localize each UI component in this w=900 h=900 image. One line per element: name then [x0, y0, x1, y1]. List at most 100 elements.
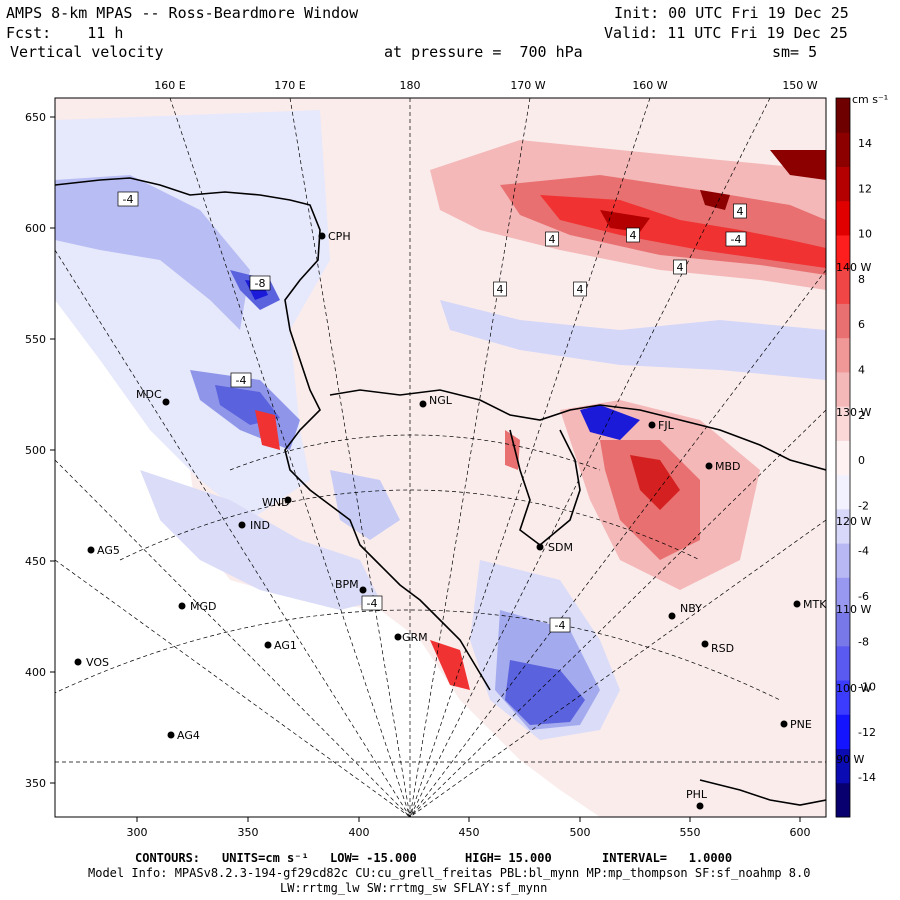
- longitude-labels-top: 160 E 170 E 180 170 W 160 W 150 W: [154, 79, 818, 92]
- colorbar-label: 8: [858, 273, 865, 286]
- colorbar-units: cm s⁻¹: [852, 93, 888, 106]
- contour-labels: -4 -4 4 4 4 4 -4 -8 -4 -4 4 4: [117, 191, 747, 633]
- longitude-label: 150 W: [782, 79, 817, 92]
- colorbar-segment: [836, 680, 850, 715]
- station-label: NGL: [429, 394, 453, 407]
- colorbar-segment: [836, 132, 850, 167]
- colorbar-segment: [836, 234, 850, 270]
- x-tick-label: 450: [459, 826, 480, 839]
- colorbar-label: 12: [858, 182, 872, 195]
- colorbar-segment: [836, 200, 850, 236]
- colorbar-label: 0: [858, 454, 865, 467]
- y-tick-label: 650: [25, 111, 46, 124]
- colorbar-segment: [836, 98, 850, 133]
- colorbar-segment: [836, 371, 850, 407]
- x-axis: 300 350 400 450 500 550 600: [127, 817, 811, 839]
- station-label: AG1: [274, 639, 297, 652]
- contour-label: -4: [123, 193, 134, 206]
- station-marker: [394, 633, 402, 641]
- colorbar-segment: [836, 303, 850, 339]
- longitude-label: 100 W: [836, 682, 871, 695]
- station-marker: [536, 543, 544, 551]
- forecast-hour: Fcst: 11 h: [6, 24, 124, 42]
- contours-high: HIGH= 15.000: [465, 851, 552, 865]
- y-tick-label: 500: [25, 444, 46, 457]
- y-tick-label: 400: [25, 666, 46, 679]
- longitude-label: 170 W: [510, 79, 545, 92]
- contours-units: UNITS=cm s⁻¹: [222, 851, 309, 865]
- colorbar-segment: [836, 543, 850, 578]
- longitude-label: 130 W: [836, 406, 871, 419]
- station-marker: [264, 641, 272, 649]
- station-label: MTK: [803, 598, 827, 611]
- x-tick-label: 350: [238, 826, 259, 839]
- station-label: AG5: [97, 544, 120, 557]
- x-tick-label: 300: [127, 826, 148, 839]
- station-label: VOS: [86, 656, 109, 669]
- station-marker: [167, 731, 175, 739]
- colorbar-label: 10: [858, 228, 872, 241]
- longitude-label: 110 W: [836, 603, 871, 616]
- colorbar-label: -6: [858, 590, 869, 603]
- smoothing: sm= 5: [772, 43, 818, 61]
- station-label: SDM: [548, 541, 573, 554]
- physics-info: LW:rrtmg_lw SW:rrtmg_sw SFLAY:sf_mynn: [280, 881, 548, 895]
- colorbar-segment: [836, 782, 850, 818]
- x-tick-label: 500: [570, 826, 591, 839]
- longitude-label: 170 E: [274, 79, 305, 92]
- station-label: NBY: [680, 602, 702, 615]
- stations: CPH MDC NGL WND IND AG5 SDM MGD AG1 VOS AG4 BPM GRM M…: [74, 230, 827, 810]
- vertical-velocity-field: [55, 98, 826, 817]
- longitude-label: 140 W: [836, 261, 871, 274]
- contour-label: 4: [677, 261, 684, 274]
- station-marker: [668, 612, 676, 620]
- station-marker: [87, 546, 95, 554]
- contour-label: 4: [497, 283, 504, 296]
- station-label: MGD: [190, 600, 217, 613]
- station-label: BPM: [335, 578, 359, 591]
- pressure-level: at pressure = 700 hPa: [384, 43, 583, 61]
- init-time: Init: 00 UTC Fri 19 Dec 25: [614, 4, 849, 22]
- coastline: [55, 177, 826, 806]
- station-marker: [648, 421, 656, 429]
- station-marker: [793, 600, 801, 608]
- station-marker: [359, 586, 367, 594]
- contour-label: -8: [255, 277, 266, 290]
- colorbar-segment: [836, 440, 850, 476]
- colorbar-label: -14: [858, 771, 876, 784]
- colorbar-label: -10: [858, 681, 876, 694]
- station-label: GRM: [402, 631, 428, 644]
- colorbar-segment: [836, 748, 850, 784]
- y-tick-label: 350: [25, 777, 46, 790]
- colorbar-label: 6: [858, 318, 865, 331]
- contour-label: 4: [577, 283, 584, 296]
- graticule: [55, 98, 826, 817]
- colorbar-segment: [836, 508, 850, 544]
- colorbar-label: 4: [858, 364, 865, 377]
- station-label: IND: [250, 519, 270, 532]
- colorbar-label: -8: [858, 635, 869, 648]
- station-label: WND: [262, 496, 290, 509]
- contour-label: 4: [737, 205, 744, 218]
- station-label: MBD: [715, 460, 741, 473]
- x-tick-label: 550: [680, 826, 701, 839]
- y-tick-label: 450: [25, 555, 46, 568]
- colorbar-segment: [836, 474, 850, 510]
- y-tick-label: 600: [25, 222, 46, 235]
- contour-label: 4: [630, 229, 637, 242]
- station-marker: [419, 400, 427, 408]
- station-marker: [74, 658, 82, 666]
- station-label: PNE: [790, 718, 812, 731]
- station-label: MDC: [136, 388, 162, 401]
- contour-label: -4: [236, 374, 247, 387]
- colorbar-label: 2: [858, 409, 865, 422]
- station-label: AG4: [177, 729, 200, 742]
- colorbar-segment: [836, 337, 850, 373]
- y-tick-label: 550: [25, 333, 46, 346]
- colorbar-segment: [836, 166, 850, 202]
- contours-low: LOW= -15.000: [330, 851, 417, 865]
- station-label: CPH: [328, 230, 351, 243]
- contours-label: CONTOURS:: [135, 851, 201, 865]
- colorbar-label: -2: [858, 499, 869, 512]
- station-marker: [701, 640, 709, 648]
